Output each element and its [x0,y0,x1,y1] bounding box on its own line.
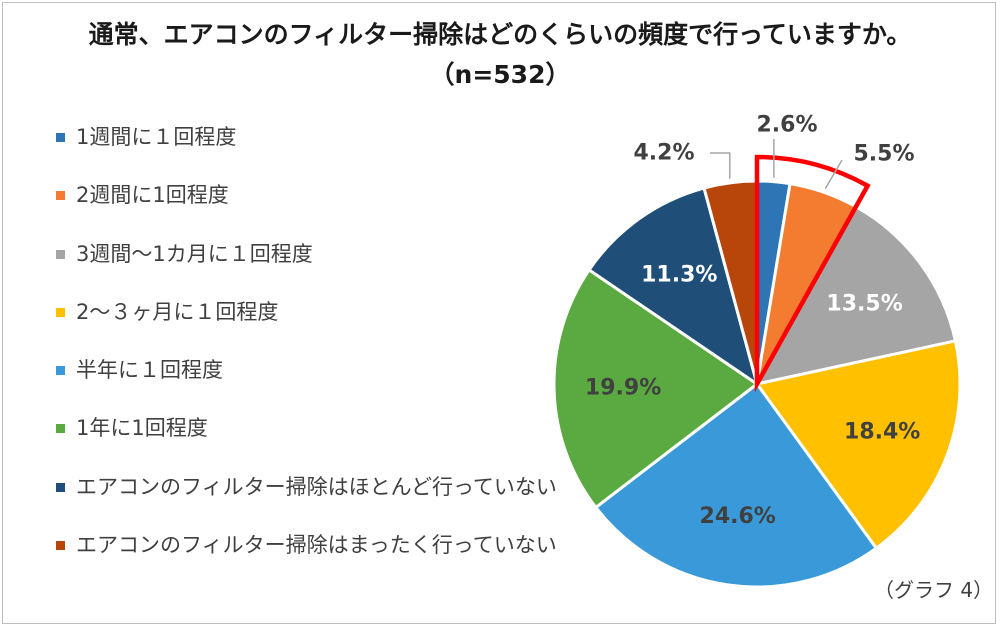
legend: 1週間に１回程度 2週間に1回程度 3週間〜1カ月に１回程度 2〜３ヶ月に１回程度 半年… [56,124,557,590]
legend-swatch [56,482,65,492]
legend-label: 1週間に１回程度 [76,125,237,149]
legend-label: 3週間〜1カ月に１回程度 [76,241,313,266]
legend-item: 半年に１回程度 [56,357,557,415]
legend-swatch [56,249,65,259]
legend-swatch [56,307,65,317]
pie-slice [754,204,958,387]
legend-swatch [56,541,65,551]
legend-item: エアコンのフィルター掃除はまったく行っていない [56,532,557,590]
data-label: 4.2% [633,141,694,166]
chart-title: 通常、エアコンのフィルター掃除はどのくらいの頻度で行っていますか。 [88,20,912,49]
data-label: 13.5% [826,292,902,317]
graph-note: （グラフ 4） [874,578,994,602]
legend-label: エアコンのフィルター掃除はまったく行っていない [76,533,557,558]
leader-line [824,159,843,189]
legend-swatch [56,366,65,376]
pie-slice [552,267,760,510]
highlight-outline [754,154,871,393]
data-label: 18.4% [844,419,920,444]
legend-label: エアコンのフィルター掃除はほとんど行っていない [76,474,557,499]
data-label: 11.3% [641,262,717,287]
legend-item: エアコンのフィルター掃除はほとんど行っていない [56,474,557,532]
legend-swatch [56,133,65,142]
leader-line [710,152,731,179]
legend-label: 2週間に1回程度 [76,183,229,208]
legend-swatch [56,424,65,434]
legend-item: 2〜３ヶ月に１回程度 [56,299,557,357]
pie-slice [587,186,760,388]
pie-slice [754,339,962,551]
data-label: 19.9% [585,375,661,400]
legend-item: 2週間に1回程度 [56,182,557,240]
data-label: 2.6% [756,113,817,138]
legend-label: 2〜３ヶ月に１回程度 [76,299,279,324]
pie-slice [593,381,879,589]
chart-subtitle: （n=532） [429,60,571,89]
legend-item: 3週間〜1カ月に１回程度 [56,241,557,299]
legend-item: 1週間に１回程度 [56,124,557,182]
legend-label: 半年に１回程度 [76,358,223,383]
data-label: 24.6% [700,504,776,529]
legend-item: 1年に1回程度 [56,415,557,473]
data-label: 5.5% [853,142,914,167]
legend-swatch [56,191,65,201]
legend-label: 1年に1回程度 [76,416,208,441]
